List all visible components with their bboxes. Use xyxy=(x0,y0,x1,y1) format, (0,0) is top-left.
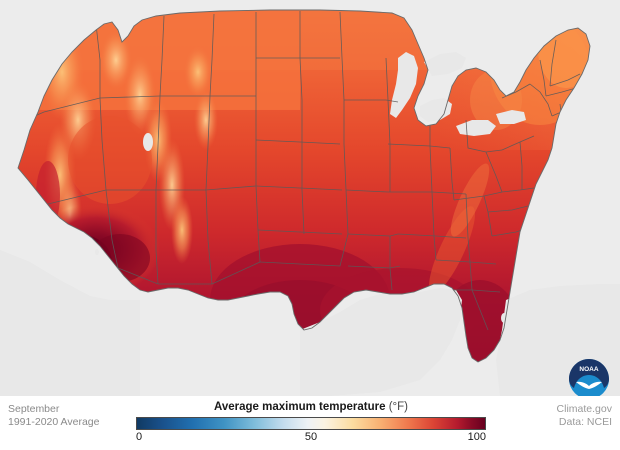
colorbar-tick-mid: 50 xyxy=(304,431,318,443)
legend-title-text: Average maximum temperature xyxy=(213,401,386,413)
us-temperature-map[interactable] xyxy=(0,0,620,396)
colorbar-tick-max: 100 xyxy=(467,431,486,443)
map-canvas[interactable]: NOAA xyxy=(0,0,620,396)
colorbar-ticks: 0 50 100 xyxy=(136,431,486,445)
legend-unit: (°F) xyxy=(388,401,408,413)
period-month: September xyxy=(8,403,60,415)
coastline xyxy=(17,9,591,363)
attribution-source: Climate.gov xyxy=(556,403,612,415)
legend-title: Average maximum temperature (°F) xyxy=(136,401,486,413)
noaa-logo-text: NOAA xyxy=(579,366,598,373)
colorbar-legend[interactable]: Average maximum temperature (°F) 0 50 10… xyxy=(136,401,486,445)
period-baseline: 1991-2020 Average xyxy=(8,416,100,428)
period-label: September 1991-2020 Average xyxy=(8,403,99,429)
attribution-data: Data: NCEI xyxy=(558,416,612,428)
attribution: Climate.gov Data: NCEI xyxy=(557,403,612,429)
figure-footer: September 1991-2020 Average Average maxi… xyxy=(0,396,620,450)
noaa-logo-gull xyxy=(576,381,602,389)
colorbar-gradient[interactable] xyxy=(136,417,486,430)
noaa-logo-shield xyxy=(569,359,609,388)
colorbar-tick-min: 0 xyxy=(136,431,143,443)
noaa-logo[interactable]: NOAA xyxy=(568,358,610,396)
